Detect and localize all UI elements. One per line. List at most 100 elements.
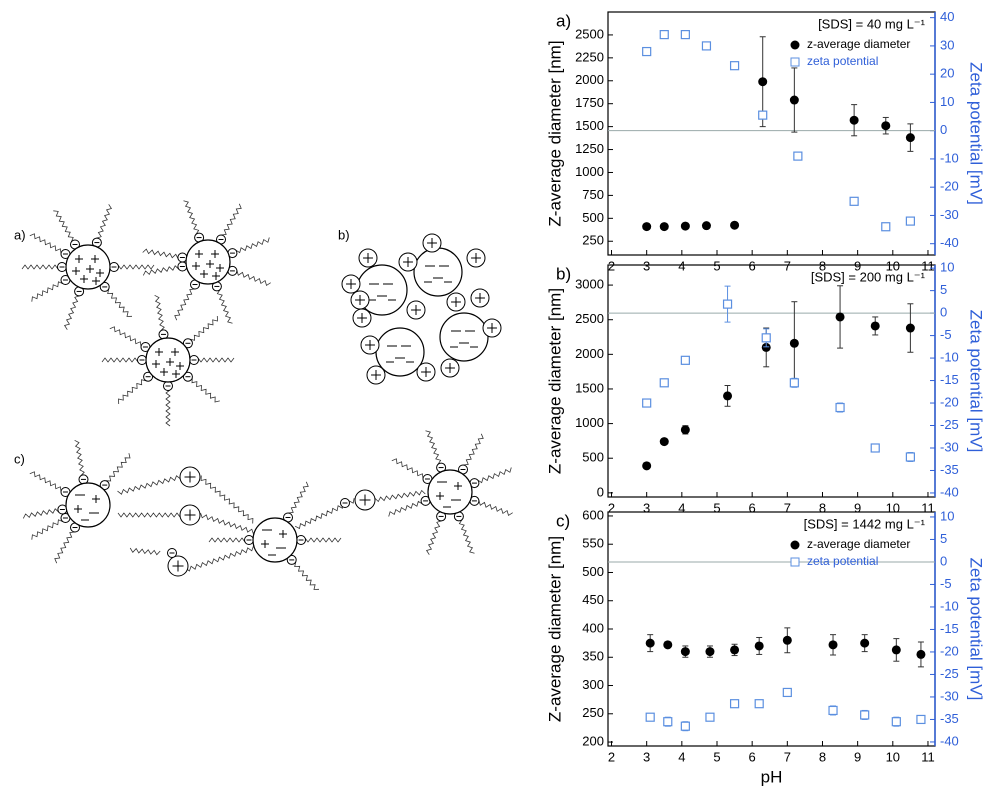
y-tick-label: 600	[582, 507, 604, 522]
x-tick-label: 7	[784, 258, 791, 273]
data-point	[643, 48, 651, 56]
y-tick-label: 2000	[575, 72, 604, 87]
surfactant-tail	[288, 482, 308, 513]
y2-tick-label: -40	[940, 235, 959, 250]
data-point	[731, 700, 739, 708]
data-point	[731, 62, 739, 70]
x-tick-label: 10	[886, 500, 900, 515]
data-point	[681, 356, 689, 364]
y-tick-label: 3000	[575, 277, 604, 292]
y2-tick-label: 10	[940, 260, 954, 275]
particle	[186, 240, 230, 284]
y2-tick-label: -35	[940, 711, 959, 726]
y-tick-label: 550	[582, 536, 604, 551]
particle	[146, 338, 190, 382]
surfactant-tail	[30, 234, 61, 254]
y2-tick-label: -10	[940, 598, 959, 613]
surfactant-tail	[32, 520, 63, 540]
data-point	[836, 404, 844, 412]
x-tick-label: 11	[921, 500, 935, 515]
y-tick-label: 1000	[575, 164, 604, 179]
data-point	[881, 121, 890, 130]
surfactant-tail	[479, 500, 513, 515]
x-tick-label: 9	[854, 500, 861, 515]
surfactant-tail	[23, 509, 59, 519]
surfactant-tail	[143, 266, 179, 276]
surfactant-tail	[65, 296, 80, 330]
x-tick-label: 9	[854, 749, 861, 764]
surfactant-tail	[155, 295, 165, 331]
surfactant-tail	[75, 440, 85, 476]
y2-tick-label: 30	[940, 37, 954, 52]
y-tick-label: 2500	[575, 311, 604, 326]
y-tick-label: 500	[582, 210, 604, 225]
y2-tick-label: -15	[940, 372, 959, 387]
y-tick-label: 750	[582, 187, 604, 202]
surfactant-tail	[55, 532, 75, 563]
data-point	[681, 222, 690, 231]
data-point	[681, 647, 690, 656]
data-point	[660, 379, 668, 387]
surfactant-tail	[118, 265, 154, 269]
legend-marker	[791, 558, 799, 566]
y2-tick-label: -20	[940, 394, 959, 409]
data-point	[723, 391, 732, 400]
y-tick-label: 250	[582, 233, 604, 248]
y-tick-label: 500	[582, 564, 604, 579]
x-tick-label: 3	[643, 258, 650, 273]
y2-tick-label: 5	[940, 282, 947, 297]
legend-label: zeta potential	[807, 554, 878, 568]
y-tick-label: 1750	[575, 95, 604, 110]
surfactant-tail	[190, 316, 218, 340]
data-point	[730, 221, 739, 230]
data-point	[646, 713, 654, 721]
diagram-label: c)	[14, 451, 25, 466]
x-tick-label: 7	[784, 749, 791, 764]
y2-axis-label: Zeta potential [mV]	[967, 62, 985, 205]
surfactant-tail	[305, 538, 341, 542]
surfactant-tail	[143, 249, 178, 259]
y2-tick-label: -15	[940, 621, 959, 636]
surfactant-tail	[53, 211, 73, 242]
y-tick-label: 2000	[575, 346, 604, 361]
y2-tick-label: -10	[940, 350, 959, 365]
y2-tick-label: 10	[940, 94, 954, 109]
y-tick-label: 400	[582, 620, 604, 635]
x-axis-label: pH	[761, 767, 783, 786]
surfactant-tail	[426, 431, 441, 465]
data-point	[755, 641, 764, 650]
data-point	[916, 650, 925, 659]
particle	[376, 328, 424, 376]
data-point	[882, 223, 890, 231]
y2-tick-label: 5	[940, 531, 947, 546]
data-point	[702, 221, 711, 230]
x-tick-label: 2	[608, 258, 615, 273]
y-tick-label: 1250	[575, 141, 604, 156]
y-tick-label: 350	[582, 649, 604, 664]
data-point	[681, 722, 689, 730]
x-tick-label: 5	[713, 749, 720, 764]
y-tick-label: 500	[582, 450, 604, 465]
data-point	[794, 152, 802, 160]
data-point	[730, 645, 739, 654]
surfactant-tail	[392, 459, 423, 479]
data-point	[871, 444, 879, 452]
surfactant-tail	[118, 476, 181, 494]
legend-marker	[791, 58, 799, 66]
y2-tick-label: -5	[940, 327, 952, 342]
y2-tick-label: -10	[940, 150, 959, 165]
surfactant-tail	[209, 538, 245, 542]
y2-tick-label: -30	[940, 688, 959, 703]
data-point	[762, 334, 770, 342]
surfactant-tail	[30, 472, 61, 492]
data-point	[724, 300, 732, 308]
x-tick-label: 4	[678, 749, 685, 764]
surfactant-tail	[119, 380, 147, 404]
y2-tick-label: -20	[940, 179, 959, 194]
surfactant-tail	[198, 358, 234, 362]
x-tick-label: 8	[819, 749, 826, 764]
x-tick-label: 5	[713, 500, 720, 515]
data-point	[660, 222, 669, 231]
annotation: [SDS] = 200 mg L⁻¹	[811, 269, 926, 284]
data-point	[702, 42, 710, 50]
